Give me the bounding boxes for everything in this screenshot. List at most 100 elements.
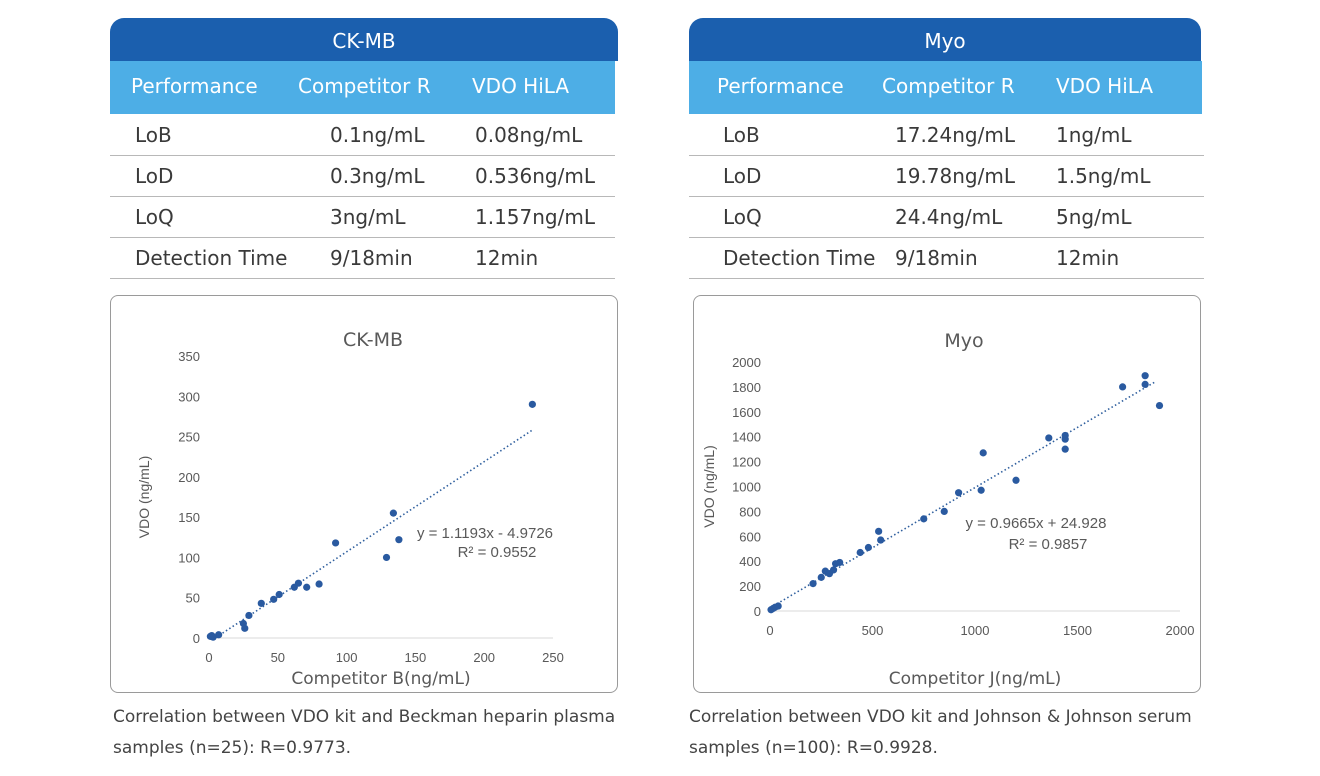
ckmb-caption: Correlation between VDO kit and Beckman … xyxy=(113,707,616,758)
r-squared-label: R² = 0.9552 xyxy=(458,544,537,561)
chart-title: Myo xyxy=(944,330,983,352)
data-point xyxy=(977,486,985,494)
vdo-value: 12min xyxy=(1056,246,1120,270)
data-point xyxy=(1119,383,1127,391)
x-tick-label: 50 xyxy=(271,650,285,665)
data-point xyxy=(303,583,311,591)
data-point xyxy=(955,489,963,497)
data-point xyxy=(389,509,397,517)
vdo-value: 1.5ng/mL xyxy=(1056,164,1151,188)
table-row: Detection Time 9/18min 12min xyxy=(110,238,615,279)
competitor-value: 0.1ng/mL xyxy=(330,123,425,147)
y-tick-label: 200 xyxy=(739,579,761,594)
x-tick-label: 100 xyxy=(336,650,358,665)
x-tick-label: 1500 xyxy=(1063,623,1092,638)
trendline xyxy=(215,429,533,639)
data-point xyxy=(395,536,403,544)
x-tick-label: 1000 xyxy=(961,623,990,638)
data-point xyxy=(1141,380,1149,389)
data-point xyxy=(1141,372,1149,380)
competitor-value: 9/18min xyxy=(895,246,978,270)
y-axis-label: VDO (ng/mL) xyxy=(701,445,717,527)
data-point xyxy=(215,631,223,639)
table-title: CK-MB xyxy=(110,18,618,61)
data-point xyxy=(836,558,844,567)
chart-title: CK-MB xyxy=(343,329,403,351)
ckmb-chart: CK-MB 0 50 100 150 200 250 300 350 0 50 100 150 200 25… xyxy=(110,295,618,693)
vdo-value: 0.536ng/mL xyxy=(475,164,595,188)
row-label: LoD xyxy=(135,164,174,188)
data-point xyxy=(275,590,283,599)
trendline-equation: y = 1.1193x - 4.9726 xyxy=(417,525,553,542)
competitor-value: 19.78ng/mL xyxy=(895,164,1015,188)
data-point xyxy=(1061,431,1069,440)
x-tick-label: 200 xyxy=(473,650,495,665)
y-tick-label: 1400 xyxy=(732,430,761,445)
data-point xyxy=(315,580,323,588)
table-row: LoB 0.1ng/mL 0.08ng/mL xyxy=(110,115,615,156)
table-header-row: Performance Competitor R VDO HiLA xyxy=(110,61,615,114)
y-tick-label: 800 xyxy=(739,504,761,519)
x-tick-label: 0 xyxy=(766,623,773,638)
data-point xyxy=(257,599,265,607)
x-tick-label: 0 xyxy=(205,650,212,665)
trendline xyxy=(769,380,1156,609)
y-tick-label: 1800 xyxy=(732,380,761,395)
data-point xyxy=(829,566,838,574)
myo-scatter-svg: Myo 0 200 400 600 800 1000 1200 1400 1600 1800 2000… xyxy=(701,330,1195,689)
vdo-value: 1.157ng/mL xyxy=(475,205,595,229)
table-row: LoD 0.3ng/mL 0.536ng/mL xyxy=(110,156,615,197)
row-label: LoQ xyxy=(135,205,174,229)
data-point xyxy=(774,602,782,610)
data-point xyxy=(809,580,817,588)
table-header-row: Performance Competitor R VDO HiLA xyxy=(689,61,1202,114)
data-point xyxy=(864,543,872,552)
header-performance: Performance xyxy=(131,74,258,98)
myo-caption: Correlation between VDO kit and Johnson … xyxy=(689,707,1192,758)
data-point xyxy=(294,579,303,587)
data-point xyxy=(528,400,536,408)
myo-chart: Myo 0 200 400 600 800 1000 1200 1400 1600 1800 2000… xyxy=(693,295,1201,693)
row-label: Detection Time xyxy=(723,246,876,270)
x-tick-label: 150 xyxy=(405,650,427,665)
y-tick-label: 350 xyxy=(178,349,200,364)
y-tick-label: 100 xyxy=(178,550,200,565)
table-row: LoQ 24.4ng/mL 5ng/mL xyxy=(689,197,1204,238)
table-row: LoD 19.78ng/mL 1.5ng/mL xyxy=(689,156,1204,197)
x-axis-label: Competitor J(ng/mL) xyxy=(889,669,1062,689)
competitor-value: 9/18min xyxy=(330,246,413,270)
data-point xyxy=(270,595,278,603)
row-label: Detection Time xyxy=(135,246,288,270)
vdo-value: 12min xyxy=(475,246,539,270)
header-performance: Performance xyxy=(717,74,844,98)
data-point xyxy=(979,449,987,457)
data-point xyxy=(817,573,825,581)
x-tick-label: 2000 xyxy=(1166,623,1195,638)
r-squared-label: R² = 0.9857 xyxy=(1009,536,1088,553)
trendline-equation: y = 0.9665x + 24.928 xyxy=(966,515,1107,532)
y-tick-label: 0 xyxy=(193,631,200,646)
y-tick-label: 300 xyxy=(178,389,200,404)
data-point xyxy=(940,507,948,515)
row-label: LoQ xyxy=(723,205,762,229)
data-point xyxy=(920,515,928,523)
data-point xyxy=(241,624,249,632)
data-point xyxy=(856,548,864,557)
row-label: LoB xyxy=(723,123,760,147)
y-tick-label: 400 xyxy=(739,554,761,569)
data-point xyxy=(382,553,391,562)
competitor-value: 3ng/mL xyxy=(330,205,406,229)
data-point xyxy=(877,536,885,544)
data-point xyxy=(1012,476,1020,484)
y-tick-label: 50 xyxy=(186,591,200,606)
y-axis-label: VDO (ng/mL) xyxy=(136,456,152,538)
table-row: LoQ 3ng/mL 1.157ng/mL xyxy=(110,197,615,238)
x-tick-label: 250 xyxy=(542,650,564,665)
data-point xyxy=(331,539,340,547)
competitor-value: 0.3ng/mL xyxy=(330,164,425,188)
data-point xyxy=(1061,445,1069,453)
y-tick-label: 250 xyxy=(178,430,200,445)
header-competitor: Competitor R xyxy=(298,74,431,98)
row-label: LoD xyxy=(723,164,762,188)
competitor-value: 24.4ng/mL xyxy=(895,205,1003,229)
